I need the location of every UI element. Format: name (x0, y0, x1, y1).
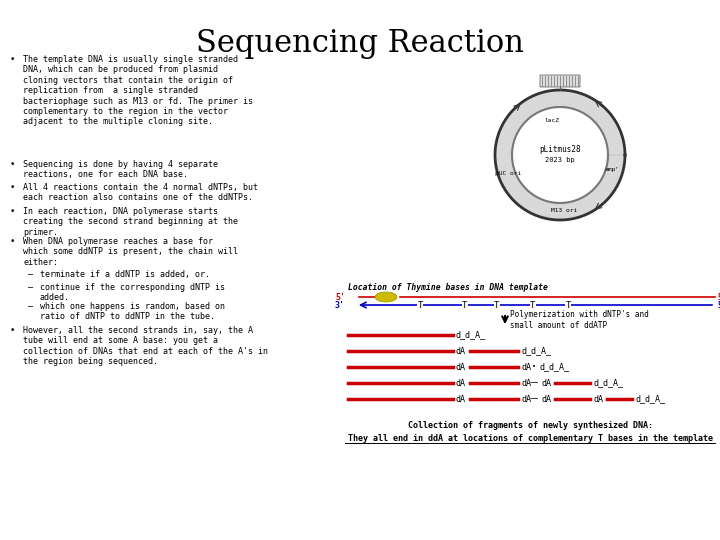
Text: dA: dA (521, 379, 531, 388)
Text: T: T (531, 300, 536, 309)
Text: —: — (530, 379, 538, 388)
Text: M13 ori: M13 ori (551, 207, 577, 213)
Text: –: – (28, 302, 33, 311)
Text: •: • (10, 326, 15, 335)
Text: •: • (532, 364, 536, 370)
Text: 5': 5' (717, 293, 720, 301)
Text: Sequencing Reaction: Sequencing Reaction (196, 28, 524, 59)
Text: All 4 reactions contain the 4 normal dNTPs, but
each reaction also contains one : All 4 reactions contain the 4 normal dNT… (23, 183, 258, 202)
Text: T: T (418, 300, 423, 309)
Text: •: • (10, 183, 15, 192)
Text: dA: dA (456, 362, 466, 372)
Text: dA: dA (456, 347, 466, 355)
Text: T: T (495, 300, 500, 309)
Text: Sequencing is done by having 4 separate
reactions, one for each DNA base.: Sequencing is done by having 4 separate … (23, 160, 218, 179)
Text: –: – (28, 283, 33, 292)
FancyBboxPatch shape (540, 75, 580, 87)
Text: continue if the corresponding dNTP is
added.: continue if the corresponding dNTP is ad… (40, 283, 225, 302)
Text: –: – (28, 270, 33, 279)
Text: Location of Thymine bases in DNA template: Location of Thymine bases in DNA templat… (348, 283, 548, 292)
Text: Collection of fragments of newly synthesized DNA:: Collection of fragments of newly synthes… (408, 421, 652, 430)
Text: terminate if a ddNTP is added, or.: terminate if a ddNTP is added, or. (40, 270, 210, 279)
Text: which one happens is random, based on
ratio of dNTP to ddNTP in the tube.: which one happens is random, based on ra… (40, 302, 225, 321)
Text: •: • (10, 237, 15, 246)
Text: d̲d̲A̲: d̲d̲A̲ (635, 395, 665, 403)
Text: d̲d̲A̲: d̲d̲A̲ (521, 347, 551, 355)
Text: dA: dA (521, 395, 531, 403)
Text: When DNA polymerase reaches a base for
which some ddNTP is present, the chain wi: When DNA polymerase reaches a base for w… (23, 237, 238, 267)
Text: 2023 bp: 2023 bp (545, 157, 575, 163)
Text: pUC ori: pUC ori (495, 171, 521, 176)
Text: pLitmus28: pLitmus28 (539, 145, 581, 153)
Text: The template DNA is usually single stranded
DNA, which can be produced from plas: The template DNA is usually single stran… (23, 55, 253, 126)
Text: 3': 3' (335, 300, 345, 309)
Text: Polymerization with dNTP's and
small amount of ddATP: Polymerization with dNTP's and small amo… (510, 310, 649, 330)
Text: They all end in ddA at locations of complementary T bases in the template: They all end in ddA at locations of comp… (348, 434, 713, 443)
Text: •: • (10, 160, 15, 169)
Text: T: T (462, 300, 468, 309)
Text: dA: dA (456, 379, 466, 388)
Ellipse shape (375, 292, 397, 302)
Text: T: T (565, 300, 571, 309)
Text: d̲d̲A̲: d̲d̲A̲ (593, 379, 623, 388)
Text: —: — (530, 395, 538, 403)
Text: dA: dA (456, 395, 466, 403)
Text: •: • (10, 207, 15, 216)
Text: d̲d̲A̲: d̲d̲A̲ (456, 330, 486, 340)
Text: lacZ: lacZ (544, 118, 559, 123)
Text: In each reaction, DNA polymerase starts
creating the second strand beginning at : In each reaction, DNA polymerase starts … (23, 207, 238, 237)
Text: d̲d̲A̲: d̲d̲A̲ (540, 362, 570, 372)
Text: However, all the second strands in, say, the A
tube will end at some A base: you: However, all the second strands in, say,… (23, 326, 268, 366)
Text: dA: dA (521, 362, 531, 372)
Text: •: • (10, 55, 15, 64)
Text: dA: dA (541, 395, 551, 403)
Text: 5': 5' (717, 300, 720, 309)
Text: ampʳ: ampʳ (605, 166, 619, 172)
Text: dA: dA (541, 379, 551, 388)
Text: 5': 5' (335, 293, 345, 301)
Text: dA: dA (593, 395, 603, 403)
